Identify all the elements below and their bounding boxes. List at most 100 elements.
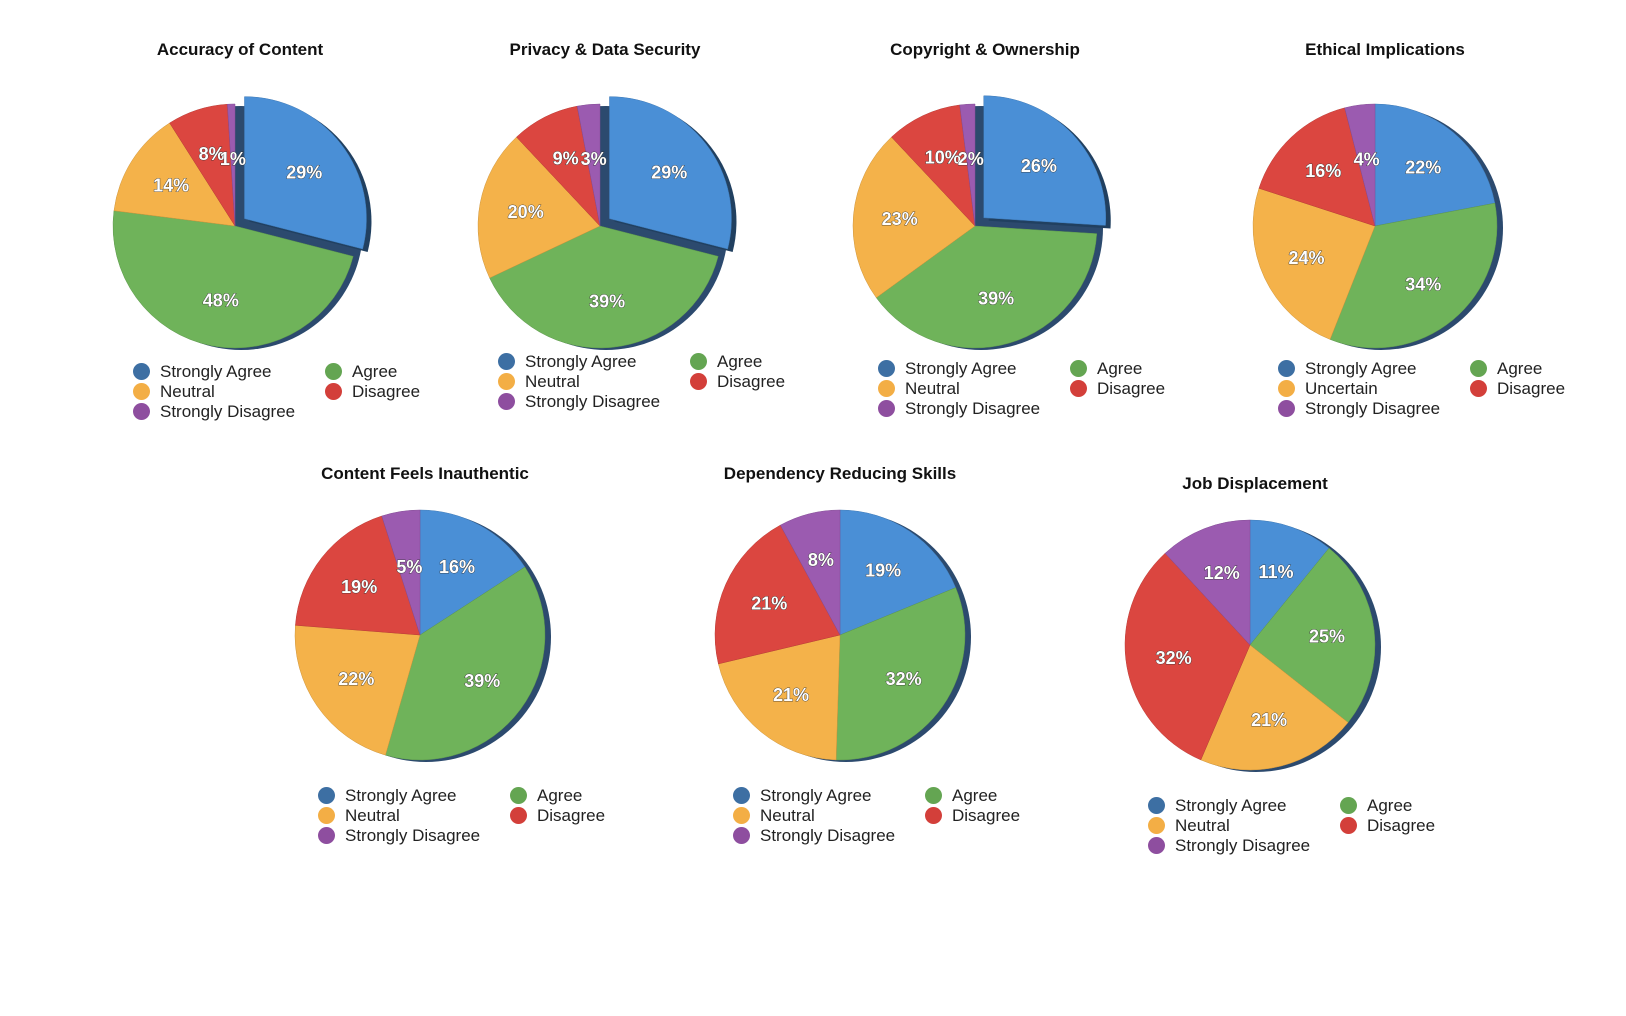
legend-label: Strongly Disagree bbox=[1175, 836, 1311, 855]
legend-label: Disagree bbox=[1097, 379, 1166, 398]
pie-slice-strongly-agree bbox=[1374, 103, 1496, 227]
legend-swatch-icon bbox=[1470, 380, 1487, 397]
legend-swatch-icon bbox=[1070, 380, 1087, 397]
legend-label: Uncertain bbox=[1305, 379, 1378, 398]
legend-label: Disagree bbox=[352, 382, 421, 401]
legend-item: Strongly Agree bbox=[133, 361, 272, 382]
legend-label: Agree bbox=[1367, 796, 1413, 815]
legend-item: Neutral bbox=[878, 378, 960, 399]
pie-data-label: 32% bbox=[1156, 648, 1192, 668]
legend-item: Disagree bbox=[690, 371, 785, 392]
legend-label: Disagree bbox=[717, 372, 786, 391]
legend-label: Strongly Agree bbox=[1175, 796, 1287, 815]
legend-label: Strongly Disagree bbox=[160, 402, 296, 421]
legend-swatch-icon bbox=[1148, 817, 1165, 834]
legend-swatch-icon bbox=[325, 363, 342, 380]
legend-label: Neutral bbox=[525, 372, 580, 391]
pie-slice-strongly-disagree bbox=[1164, 519, 1251, 646]
pie-slice-strongly-disagree bbox=[576, 103, 601, 227]
chart-title: Content Feels Inauthentic bbox=[321, 464, 529, 483]
legend-label: Agree bbox=[352, 362, 398, 381]
legend-label: Agree bbox=[1097, 359, 1143, 378]
legend-swatch-icon bbox=[690, 373, 707, 390]
legend-label: Strongly Disagree bbox=[345, 826, 481, 845]
legend-item: Strongly Agree bbox=[498, 351, 637, 372]
legend-item: Neutral bbox=[733, 805, 815, 826]
legend-label: Neutral bbox=[1175, 816, 1230, 835]
pie-data-label: 8% bbox=[808, 550, 834, 570]
legend-swatch-icon bbox=[878, 380, 895, 397]
legend-swatch-icon bbox=[1070, 360, 1087, 377]
pie-chart: 29% 39% 20% 9% 3% bbox=[477, 96, 737, 350]
legend-item: Neutral bbox=[498, 371, 580, 392]
legend-item: Strongly Disagree bbox=[733, 825, 895, 846]
legend-item: Uncertain bbox=[1278, 378, 1378, 399]
legend-item: Agree bbox=[690, 351, 762, 372]
legend-item: Disagree bbox=[325, 381, 420, 402]
legend-swatch-icon bbox=[733, 787, 750, 804]
legend-item: Strongly Disagree bbox=[498, 391, 660, 412]
pie-data-label: 39% bbox=[464, 671, 500, 691]
chart-legend: Strongly Agree Agree Neutral Disagree Strong… bbox=[878, 358, 1178, 428]
legend-swatch-icon bbox=[1278, 380, 1295, 397]
legend-item: Disagree bbox=[510, 805, 605, 826]
pie-slice-strongly-disagree bbox=[227, 103, 236, 227]
pie-data-label: 1% bbox=[220, 149, 246, 169]
pie-data-label: 26% bbox=[1021, 156, 1057, 176]
legend-item: Strongly Agree bbox=[733, 785, 872, 806]
legend-item: Agree bbox=[510, 785, 582, 806]
chart-legend: Strongly Agree Agree Neutral Disagree Strong… bbox=[318, 785, 618, 855]
chart-legend: Strongly Agree Agree Neutral Disagree Strong… bbox=[133, 361, 433, 431]
pie-data-label: 24% bbox=[1289, 248, 1325, 268]
pie-data-label: 3% bbox=[581, 149, 607, 169]
pie-slice-disagree bbox=[714, 524, 841, 665]
pie-chart: 11% 25% 21% 32% 12% bbox=[1124, 519, 1381, 772]
legend-swatch-icon bbox=[1278, 360, 1295, 377]
chart-legend: Strongly Agree Agree Neutral Disagree Strong… bbox=[498, 351, 798, 421]
pie-data-label: 21% bbox=[751, 593, 787, 613]
legend-item: Strongly Agree bbox=[878, 358, 1017, 379]
legend-label: Strongly Disagree bbox=[525, 392, 661, 411]
legend-swatch-icon bbox=[925, 787, 942, 804]
legend-item: Agree bbox=[1340, 795, 1412, 816]
legend-label: Strongly Agree bbox=[1305, 359, 1417, 378]
legend-label: Neutral bbox=[760, 806, 815, 825]
pie-data-label: 11% bbox=[1258, 562, 1293, 582]
legend-item: Strongly Disagree bbox=[1148, 835, 1310, 856]
pie-slice-neutral bbox=[294, 625, 421, 756]
pie-slice-agree bbox=[835, 587, 966, 761]
legend-swatch-icon bbox=[133, 383, 150, 400]
legend-swatch-icon bbox=[325, 383, 342, 400]
pie-chart: 16% 39% 22% 19% 5% bbox=[294, 509, 551, 762]
legend-label: Strongly Agree bbox=[345, 786, 457, 805]
pie-data-label: 8% bbox=[199, 144, 225, 164]
pie-slice-agree bbox=[489, 225, 719, 349]
legend-swatch-icon bbox=[498, 353, 515, 370]
pie-chart: 29% 48% 14% 8%1% bbox=[112, 96, 372, 350]
legend-label: Strongly Agree bbox=[905, 359, 1017, 378]
legend-label: Agree bbox=[717, 352, 763, 371]
pie-chart: 19% 32% 21% 21% 8% bbox=[714, 509, 971, 762]
legend-label: Disagree bbox=[1367, 816, 1436, 835]
pie-data-label: 12% bbox=[1204, 563, 1240, 583]
legend-label: Disagree bbox=[952, 806, 1021, 825]
pie-data-label: 14% bbox=[153, 175, 189, 195]
pie-data-label: 22% bbox=[1405, 158, 1441, 178]
chart-copyright-ownership: Copyright & Ownership 26% 39% 23% 10% 2% Stro… bbox=[840, 36, 1165, 436]
legend-item: Neutral bbox=[133, 381, 215, 402]
legend-label: Neutral bbox=[345, 806, 400, 825]
legend-item: Agree bbox=[1070, 358, 1142, 379]
pie-data-label: 20% bbox=[508, 202, 544, 222]
legend-label: Neutral bbox=[905, 379, 960, 398]
chart-legend: Strongly Agree Agree Neutral Disagree Strong… bbox=[1148, 795, 1448, 865]
pie-slice-disagree bbox=[295, 515, 421, 636]
pie-slice-neutral bbox=[1200, 644, 1349, 771]
chart-title: Job Displacement bbox=[1182, 474, 1328, 493]
pie-data-label: 29% bbox=[651, 162, 687, 182]
legend-item: Neutral bbox=[1148, 815, 1230, 836]
legend-item: Neutral bbox=[318, 805, 400, 826]
legend-swatch-icon bbox=[1340, 817, 1357, 834]
legend-label: Strongly Agree bbox=[160, 362, 272, 381]
pie-slice-strongly-disagree bbox=[1344, 103, 1376, 227]
legend-swatch-icon bbox=[1470, 360, 1487, 377]
